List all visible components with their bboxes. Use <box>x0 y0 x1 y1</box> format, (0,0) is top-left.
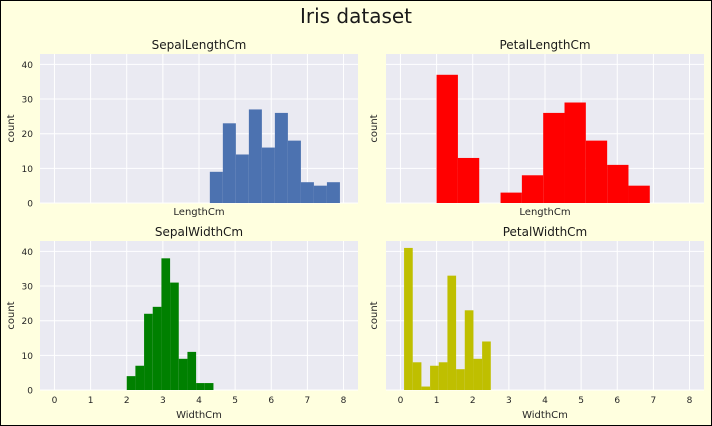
histogram-bar <box>564 102 586 203</box>
x-tick-label: 5 <box>232 396 238 406</box>
histogram-bar <box>196 383 205 390</box>
histogram-bar <box>326 182 340 203</box>
x-tick-label: 2 <box>124 396 130 406</box>
x-tick-label: 8 <box>341 396 347 406</box>
histogram-panel-1: 0 10 20 30 40 SepalLengthCm LengthCm count <box>6 38 358 218</box>
x-tick-label: 4 <box>542 396 548 406</box>
histogram-panel-4: 0 1 2 3 4 5 6 7 8 PetalWidthCm WidthCm count <box>369 225 704 421</box>
histogram-bar <box>248 109 262 203</box>
histogram-bar <box>313 185 327 203</box>
histogram-bar <box>436 74 458 203</box>
y-tick-label: 0 <box>27 200 33 210</box>
histogram-bar <box>135 365 145 390</box>
x-tick-label: 1 <box>434 396 440 406</box>
histogram-bar <box>187 351 197 390</box>
histogram-bar <box>235 154 249 203</box>
histogram-bar <box>209 171 223 203</box>
histogram-bar <box>222 123 236 203</box>
histogram-bar <box>170 282 179 390</box>
y-axis-label: count <box>369 114 380 142</box>
histogram-bar <box>404 247 413 390</box>
y-tick-label: 40 <box>22 248 34 258</box>
histogram-bar <box>412 362 422 390</box>
subplot-title: SepalWidthCm <box>155 225 243 239</box>
y-tick-label: 0 <box>27 387 33 397</box>
histogram-bar <box>628 185 650 203</box>
histogram-bar <box>464 310 474 390</box>
histogram-bar <box>585 140 608 203</box>
x-tick-label: 1 <box>88 396 94 406</box>
histogram-bar <box>274 112 288 203</box>
histogram-bar <box>421 386 431 390</box>
x-tick-label: 0 <box>398 396 404 406</box>
y-axis-label: count <box>6 114 17 142</box>
y-tick-label: 30 <box>22 96 34 106</box>
figure-title: Iris dataset <box>299 4 413 28</box>
x-tick-label: 5 <box>578 396 584 406</box>
histogram-bar <box>144 313 153 390</box>
histogram-bar <box>521 175 544 203</box>
x-axis-label: WidthCm <box>176 410 222 421</box>
histogram-bar <box>447 275 457 390</box>
x-tick-label: 7 <box>651 396 657 406</box>
histogram-bar <box>457 157 480 203</box>
histogram-bar <box>204 383 214 390</box>
histogram-bar <box>473 358 483 390</box>
histogram-bar <box>261 147 275 203</box>
histogram-bar <box>438 362 448 390</box>
histogram-bar <box>500 192 522 203</box>
y-tick-label: 20 <box>22 130 34 140</box>
subplot-title: PetalWidthCm <box>503 225 588 239</box>
x-tick-label: 3 <box>160 396 166 406</box>
y-tick-label: 30 <box>22 283 34 293</box>
histogram-bar <box>482 341 491 390</box>
histogram-bar <box>456 369 465 390</box>
x-tick-label: 2 <box>470 396 476 406</box>
y-tick-label: 10 <box>22 165 34 175</box>
x-tick-label: 6 <box>268 396 274 406</box>
histogram-bar <box>126 376 136 390</box>
y-axis-label: count <box>369 301 380 329</box>
x-axis-label: LengthCm <box>519 207 570 218</box>
x-tick-label: 3 <box>506 396 512 406</box>
x-tick-label: 8 <box>687 396 693 406</box>
y-tick-label: 40 <box>22 61 34 71</box>
x-axis-label: WidthCm <box>522 410 568 421</box>
subplot-title: SepalLengthCm <box>152 38 247 52</box>
histogram-panel-2: PetalLengthCm LengthCm count <box>369 38 704 218</box>
histogram-panel-3: 0 10 20 30 40 0 1 2 3 4 5 6 7 8 SepalWidthCm WidthCm cou… <box>6 225 358 421</box>
histogram-bar <box>178 358 188 390</box>
subplot-title: PetalLengthCm <box>499 38 590 52</box>
histogram-bar <box>161 258 171 390</box>
x-axis-label: LengthCm <box>173 207 224 218</box>
x-tick-label: 0 <box>52 396 58 406</box>
y-tick-label: 10 <box>22 352 34 362</box>
y-axis-label: count <box>6 301 17 329</box>
histogram-bar <box>152 306 162 390</box>
histogram-bar <box>300 182 314 203</box>
x-tick-label: 4 <box>196 396 202 406</box>
histogram-bar <box>607 164 629 203</box>
histogram-bar <box>430 365 439 390</box>
histogram-bar <box>287 140 301 203</box>
x-tick-label: 6 <box>614 396 620 406</box>
histogram-bar <box>543 112 565 203</box>
y-tick-label: 20 <box>22 317 34 327</box>
x-tick-label: 7 <box>305 396 311 406</box>
